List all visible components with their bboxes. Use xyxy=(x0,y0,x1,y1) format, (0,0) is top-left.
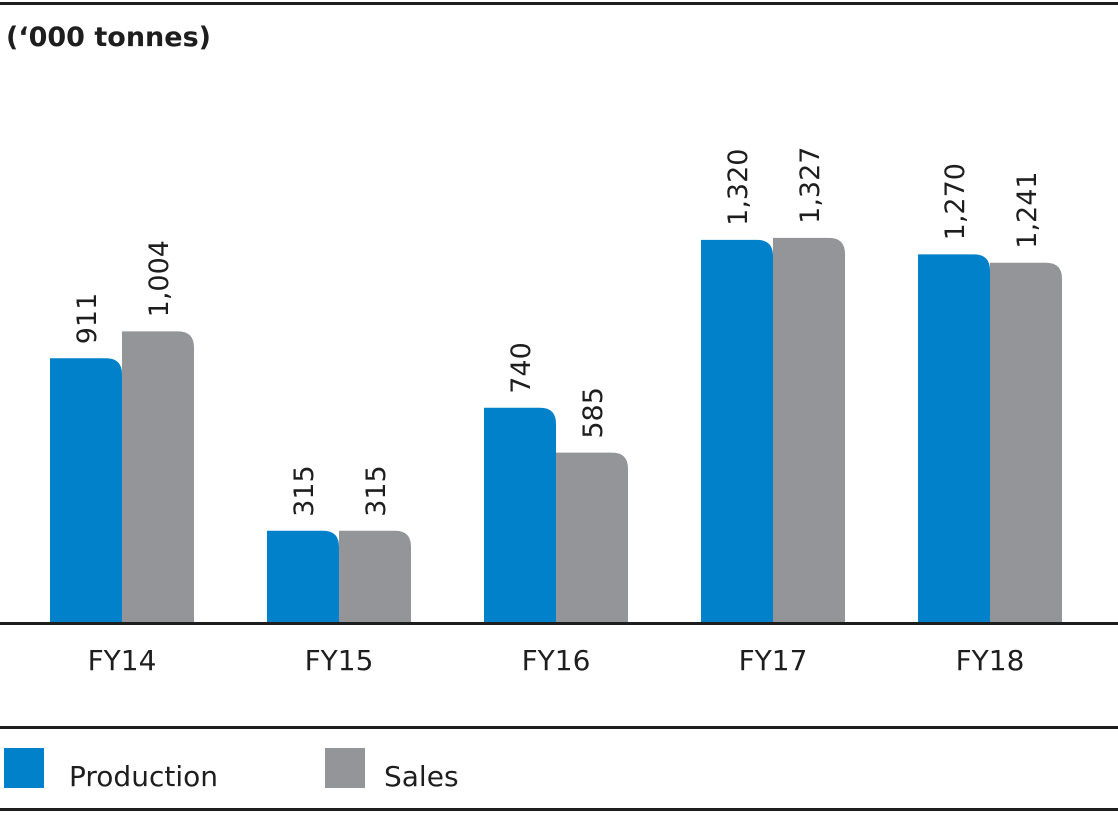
data-label-sales-fy18: 1,241 xyxy=(1012,171,1043,248)
legend-item-sales: Sales xyxy=(325,748,459,793)
unit-label: (‘000 tonnes) xyxy=(6,22,211,53)
legend-item-production: Production xyxy=(4,748,218,793)
data-label-production-fy18: 1,270 xyxy=(940,163,971,240)
bar-sales-fy15 xyxy=(339,530,411,622)
bar-sales-fy18 xyxy=(990,262,1062,622)
bar-sales-fy17 xyxy=(773,237,845,622)
data-label-production-fy15: 315 xyxy=(289,465,320,517)
data-label-sales-fy16: 585 xyxy=(578,387,609,439)
x-tick-labels: FY14 FY15 FY16 FY17 FY18 xyxy=(88,644,1025,677)
data-label-sales-fy14: 1,004 xyxy=(144,240,175,317)
legend-swatch-sales xyxy=(325,748,365,788)
x-tick-label-fy17: FY17 xyxy=(739,644,808,677)
bar-production-fy18 xyxy=(918,254,990,622)
bar-production-fy14 xyxy=(50,358,122,622)
x-tick-label-fy18: FY18 xyxy=(956,644,1025,677)
x-tick-label-fy14: FY14 xyxy=(88,644,157,677)
labels-layer: 911 1,004 315 315 740 585 1,320 1,327 1,270 1,241 xyxy=(72,147,1043,517)
data-label-sales-fy15: 315 xyxy=(361,465,392,517)
legend-label-sales: Sales xyxy=(384,759,459,793)
bar-sales-fy14 xyxy=(122,331,194,622)
data-label-production-fy16: 740 xyxy=(506,342,537,394)
data-label-production-fy17: 1,320 xyxy=(723,149,754,226)
data-label-production-fy14: 911 xyxy=(72,293,103,345)
bar-sales-fy16 xyxy=(556,452,628,622)
bars-layer xyxy=(50,237,1062,623)
bar-production-fy17 xyxy=(701,239,773,623)
legend-label-production: Production xyxy=(69,759,218,793)
top-rule xyxy=(0,2,1118,5)
data-label-sales-fy17: 1,327 xyxy=(795,147,826,224)
legend-swatch-production xyxy=(4,748,44,788)
bar-production-fy15 xyxy=(267,530,339,622)
bar-production-fy16 xyxy=(484,407,556,622)
x-tick-label-fy15: FY15 xyxy=(305,644,374,677)
x-tick-label-fy16: FY16 xyxy=(522,644,591,677)
bottom-rule xyxy=(0,808,1118,811)
legend-top-rule xyxy=(0,726,1118,729)
bar-chart: 911 1,004 315 315 740 585 1,320 1,327 1,270 1,241… xyxy=(0,147,1118,677)
